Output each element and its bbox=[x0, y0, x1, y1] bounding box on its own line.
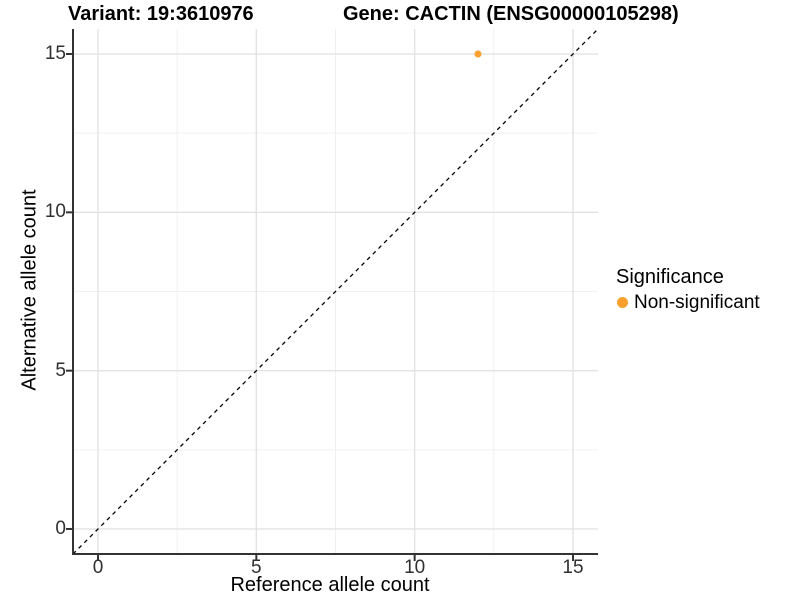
y-tick-label: 10 bbox=[44, 201, 66, 223]
legend-entry: Non-significant bbox=[616, 291, 760, 314]
x-tick-label: 0 bbox=[92, 557, 104, 578]
x-axis-title: Reference allele count bbox=[230, 574, 430, 596]
x-tick-label: 10 bbox=[404, 557, 426, 578]
legend-entry-label: Non-significant bbox=[634, 292, 760, 313]
legend-point-icon bbox=[617, 297, 628, 308]
y-tick-label: 15 bbox=[44, 43, 66, 64]
x-tick-label: 5 bbox=[251, 557, 262, 578]
identity-dashed-line bbox=[72, 28, 599, 555]
data-point bbox=[474, 50, 482, 58]
legend: Significance Non-significant bbox=[616, 266, 760, 314]
y-axis-title: Alternative allele count bbox=[18, 189, 41, 391]
variant-title: Variant: 19:3610976 bbox=[68, 3, 254, 25]
legend-title: Significance bbox=[616, 266, 724, 288]
y-tick-label: 0 bbox=[55, 517, 66, 539]
x-tick-label: 15 bbox=[562, 557, 584, 578]
gene-title: Gene: CACTIN (ENSG00000105298) bbox=[343, 3, 679, 25]
y-tick-label: 5 bbox=[55, 359, 66, 381]
